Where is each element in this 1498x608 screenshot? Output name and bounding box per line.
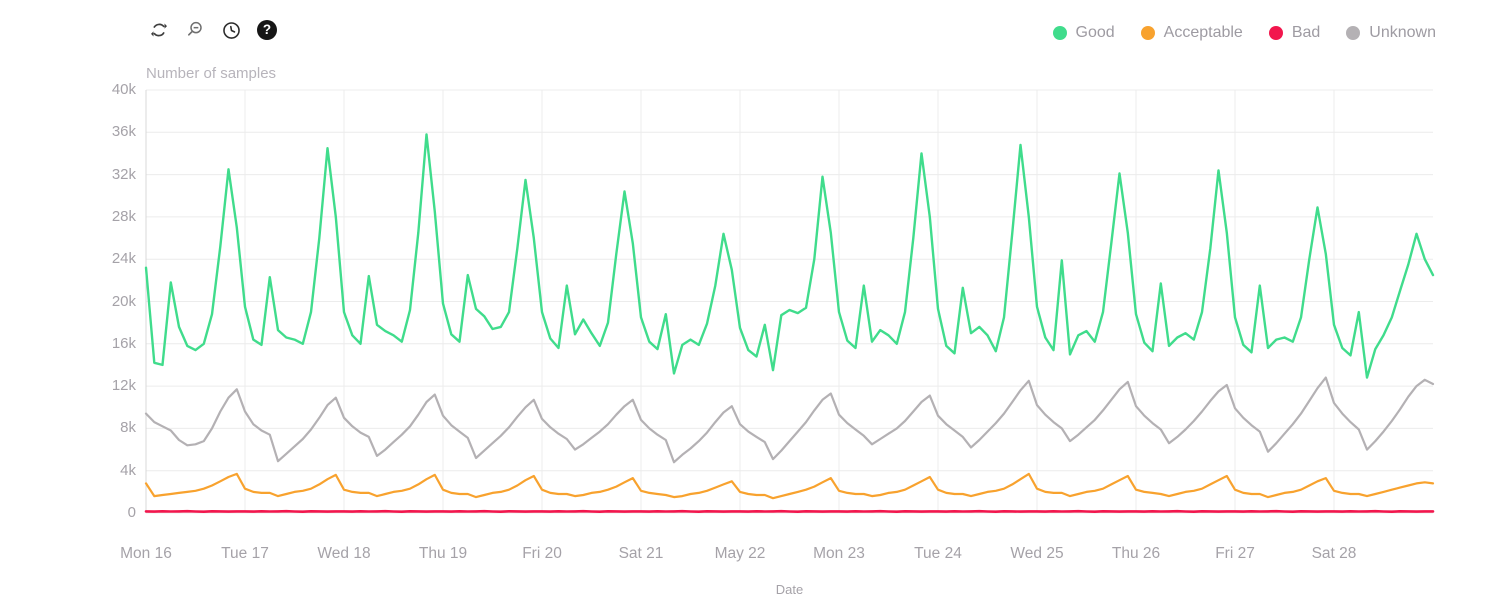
y-tick-label: 16k — [111, 334, 136, 352]
y-tick-label: 28k — [111, 207, 136, 225]
good-dot-icon — [1052, 26, 1067, 40]
x-tick-label: Mon 23 — [813, 545, 865, 562]
legend-item-unknown[interactable]: Unknown — [1346, 24, 1436, 42]
series-line-acceptable — [144, 472, 1435, 500]
y-tick-label: 20k — [111, 292, 136, 310]
legend-item-bad[interactable]: Bad — [1268, 24, 1321, 42]
legend-label: Unknown — [1369, 24, 1436, 41]
x-tick-label: Mon 16 — [120, 545, 172, 562]
legend-label: Good — [1075, 24, 1115, 41]
y-tick-label: 12k — [111, 377, 136, 395]
refresh-icon-glyph — [151, 23, 167, 37]
x-tick-label: Thu 19 — [418, 545, 468, 562]
acceptable-dot-icon — [1140, 26, 1155, 40]
x-axis-title: Date — [775, 582, 804, 597]
x-tick-label: Fri 20 — [522, 545, 562, 562]
zoom-out-icon[interactable] — [184, 19, 206, 41]
x-tick-label: Sat 28 — [1311, 545, 1357, 562]
x-tick-label: Wed 25 — [1010, 545, 1064, 562]
zoom-out-icon-glyph — [187, 21, 202, 36]
help-question-glyph: ? — [257, 20, 277, 40]
x-tick-label: May 22 — [714, 545, 766, 562]
legend: Good Acceptable Bad Unknown — [1052, 24, 1436, 42]
unknown-dot-icon — [1346, 26, 1361, 40]
y-tick-label: 36k — [111, 123, 136, 141]
chart-title: Number of samples — [146, 65, 277, 82]
help-icon[interactable]: ? — [256, 19, 278, 41]
legend-label: Bad — [1291, 24, 1321, 41]
x-tick-label: Tue 24 — [914, 545, 962, 562]
series-line-bad — [144, 509, 1435, 514]
legend-item-good[interactable]: Good — [1052, 24, 1115, 42]
x-tick-label: Fri 27 — [1215, 545, 1255, 562]
y-tick-label: 24k — [111, 250, 136, 268]
y-tick-label: 40k — [111, 81, 136, 98]
refresh-icon[interactable] — [148, 19, 170, 41]
series-line-unknown — [144, 376, 1435, 464]
history-clock-icon[interactable] — [220, 19, 242, 41]
legend-label: Acceptable — [1163, 24, 1243, 41]
x-tick-label: Tue 17 — [221, 545, 269, 562]
x-tick-label: Thu 26 — [1111, 545, 1161, 562]
y-tick-label: 4k — [120, 461, 136, 479]
series-line-good — [144, 133, 1435, 379]
bad-dot-icon — [1268, 26, 1283, 40]
y-tick-label: 0 — [127, 504, 136, 521]
clock-icon-glyph — [222, 21, 240, 39]
y-tick-label: 32k — [111, 165, 136, 183]
toolbar: ? — [148, 19, 278, 41]
x-tick-label: Sat 21 — [618, 545, 664, 562]
legend-item-acceptable[interactable]: Acceptable — [1140, 24, 1243, 42]
y-tick-label: 8k — [120, 419, 136, 437]
x-tick-label: Wed 18 — [317, 545, 371, 562]
